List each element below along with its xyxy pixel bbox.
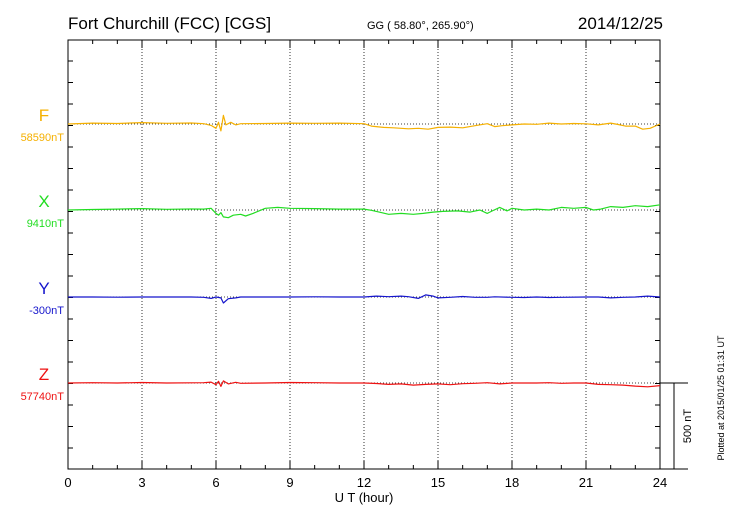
chart-title: Fort Churchill (FCC) [CGS] bbox=[68, 14, 271, 33]
series-line-z bbox=[67, 380, 661, 388]
x-tick-label: 6 bbox=[212, 475, 219, 490]
chart-subtitle: GG ( 58.80°, 265.90°) bbox=[367, 20, 474, 32]
series-baseline-f: 58590nT bbox=[21, 132, 65, 144]
series-name-z: Z bbox=[39, 365, 49, 384]
x-tick-label: 9 bbox=[286, 475, 293, 490]
series-line-f bbox=[67, 114, 661, 132]
axis-ticks bbox=[67, 40, 661, 469]
x-tick-label: 3 bbox=[138, 475, 145, 490]
scale-bar-label: 500 nT bbox=[682, 409, 694, 444]
series-baseline-x: 9410nT bbox=[27, 218, 65, 230]
series-layer bbox=[67, 114, 661, 388]
series-baseline-z: 57740nT bbox=[21, 391, 65, 403]
scale-bar: 500 nT bbox=[660, 382, 694, 470]
series-line-y bbox=[68, 294, 661, 304]
series-name-x: X bbox=[38, 192, 49, 211]
plot-footer: Plotted at 2015/01/25 01:31 UT bbox=[716, 335, 726, 461]
x-tick-label: 18 bbox=[505, 475, 519, 490]
x-tick-label: 24 bbox=[653, 475, 667, 490]
x-tick-label: 0 bbox=[64, 475, 71, 490]
x-tick-label: 12 bbox=[357, 475, 371, 490]
x-tick-labels: 0 3 6 9 12 15 18 21 24 bbox=[64, 475, 667, 490]
series-labels: F 58590nT X 9410nT Y -300nT Z 57740nT bbox=[21, 106, 65, 403]
x-tick-label: 21 bbox=[579, 475, 593, 490]
series-line-x bbox=[67, 204, 661, 219]
series-baseline-y: -300nT bbox=[29, 305, 64, 317]
grid bbox=[68, 40, 660, 469]
x-tick-label: 15 bbox=[431, 475, 445, 490]
series-name-f: F bbox=[39, 106, 49, 125]
x-axis-label: U T (hour) bbox=[335, 490, 394, 505]
series-name-y: Y bbox=[38, 279, 49, 298]
plot-frame bbox=[67, 39, 661, 470]
chart-date: 2014/12/25 bbox=[578, 14, 663, 33]
